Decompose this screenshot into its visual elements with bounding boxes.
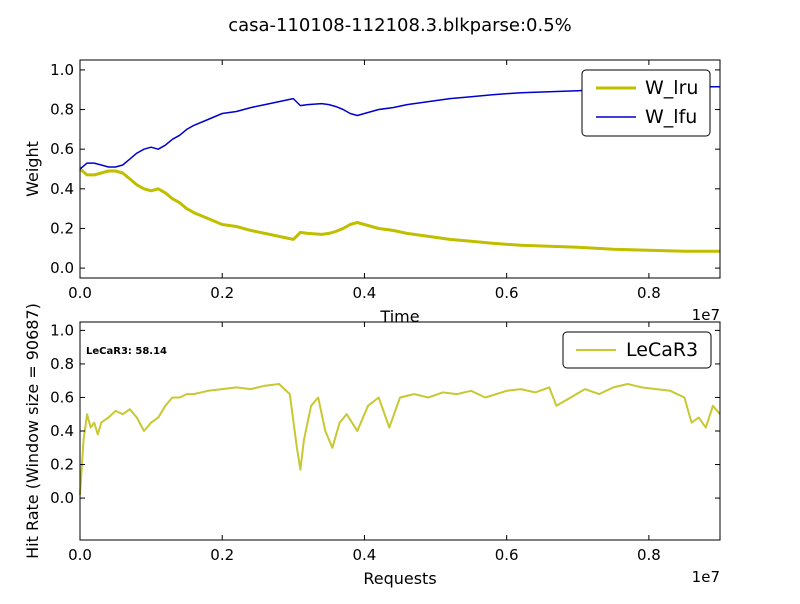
chart-weight-xlabel: Time [379,307,419,326]
y-tick-label: 1.0 [50,321,74,339]
x-tick-label: 0.8 [637,546,661,564]
chart-weight-offset: 1e7 [692,306,720,324]
chart-weight-frame [79,59,721,279]
y-tick-label: 0.6 [50,140,74,158]
x-tick-label: 0.0 [68,546,92,564]
y-tick-label: 0.4 [50,422,74,440]
x-tick-label: 0.2 [210,546,234,564]
chart-hitrate-offset: 1e7 [692,568,720,586]
y-tick-label: 0.2 [50,456,74,474]
y-tick-label: 0.4 [50,180,74,198]
y-tick-label: 0.6 [50,388,74,406]
series-line-w-lru [79,167,720,253]
x-tick-label: 0.4 [353,546,377,564]
y-tick-label: 0.8 [50,355,74,373]
chart-hitrate-legend: LeCaR3 [562,331,712,369]
x-tick-label: 0.6 [495,546,519,564]
chart-hitrate-ylabel: Hit Rate (Window size = 90687) [23,303,42,559]
legend-frame [562,331,712,369]
series-line-w-lfu [79,86,720,170]
legend-label-w-lfu: W_lfu [645,106,697,128]
chart-weight: 0.0 0.2 0.4 0.6 0.8 0.0 0.2 0.4 0.6 0.8 1.0 Time W… [23,59,721,326]
legend-label-w-lru: W_lru [645,77,698,99]
x-tick-label: 0.6 [495,284,519,302]
chart-weight-axes: 0.0 0.2 0.4 0.6 0.8 0.0 0.2 0.4 0.6 0.8 1.0 [50,60,720,302]
chart-hitrate-annotation: LeCaR3: 58.14 [86,346,167,357]
chart-hitrate-axes: 0.0 0.2 0.4 0.6 0.8 0.0 0.2 0.4 0.6 0.8 1.0 [50,321,720,564]
chart-weight-ylabel: Weight [23,141,42,197]
chart-hitrate-xlabel: Requests [363,569,436,588]
y-tick-label: 0.8 [50,101,74,119]
legend-label-lecar3: LeCaR3 [626,339,698,361]
figure-title: casa-110108-112108.3.blkparse:0.5% [228,15,572,36]
x-tick-label: 0.8 [637,284,661,302]
y-tick-label: 0.2 [50,219,74,237]
y-tick-label: 1.0 [50,61,74,79]
chart-weight-legend: W_lru W_lfu [581,69,711,137]
y-tick-label: 0.0 [50,489,74,507]
x-tick-label: 0.0 [68,284,92,302]
x-tick-label: 0.2 [210,284,234,302]
chart-weight-lines [79,86,720,253]
y-tick-label: 0.0 [50,259,74,277]
chart-hitrate: 0.0 0.2 0.4 0.6 0.8 0.0 0.2 0.4 0.6 0.8 1.0 Reques… [23,303,721,588]
chart-hitrate-lines [79,383,721,495]
x-tick-label: 0.4 [353,284,377,302]
series-line-lecar3 [79,383,721,495]
